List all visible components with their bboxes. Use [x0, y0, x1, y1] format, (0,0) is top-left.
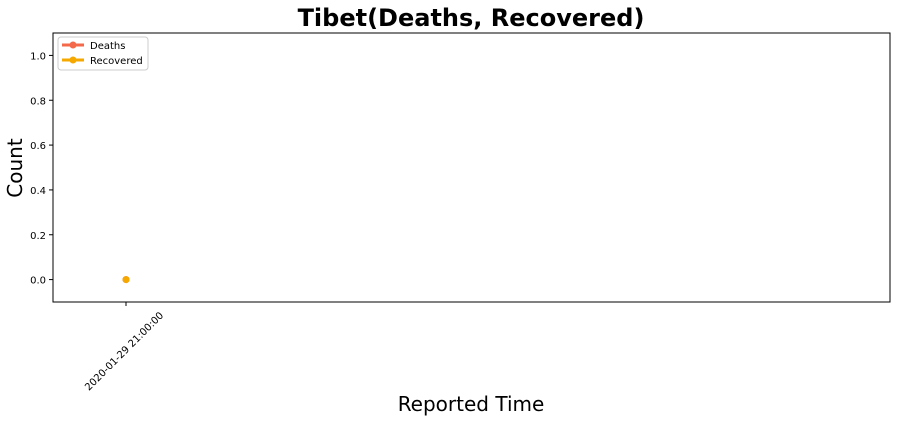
series-layer	[122, 276, 130, 284]
data-point-recovered	[122, 276, 130, 284]
y-tick-label: 0.2	[30, 231, 46, 242]
y-axis-label: Count	[3, 138, 27, 198]
legend-swatch-marker	[69, 41, 77, 49]
y-tick-label: 1.0	[30, 51, 46, 62]
legend: Deaths Recovered	[57, 36, 149, 71]
y-axis: 0.0 0.2 0.4 0.6 0.8 1.0	[30, 51, 53, 287]
chart-title: Tibet(Deaths, Recovered)	[298, 4, 645, 32]
y-tick-label: 0.8	[30, 96, 46, 107]
legend-swatch-marker	[69, 56, 77, 64]
x-tick-label: 2020-01-29 21:00:00	[83, 310, 166, 393]
x-axis: 2020-01-29 21:00:00	[83, 302, 166, 393]
y-tick-label: 0.0	[30, 276, 46, 287]
y-tick-label: 0.4	[30, 186, 46, 197]
x-axis-label: Reported Time	[398, 392, 545, 416]
y-tick-label: 0.6	[30, 141, 46, 152]
legend-label-deaths: Deaths	[90, 41, 125, 52]
legend-label-recovered: Recovered	[90, 56, 143, 67]
plot-area	[52, 32, 891, 303]
